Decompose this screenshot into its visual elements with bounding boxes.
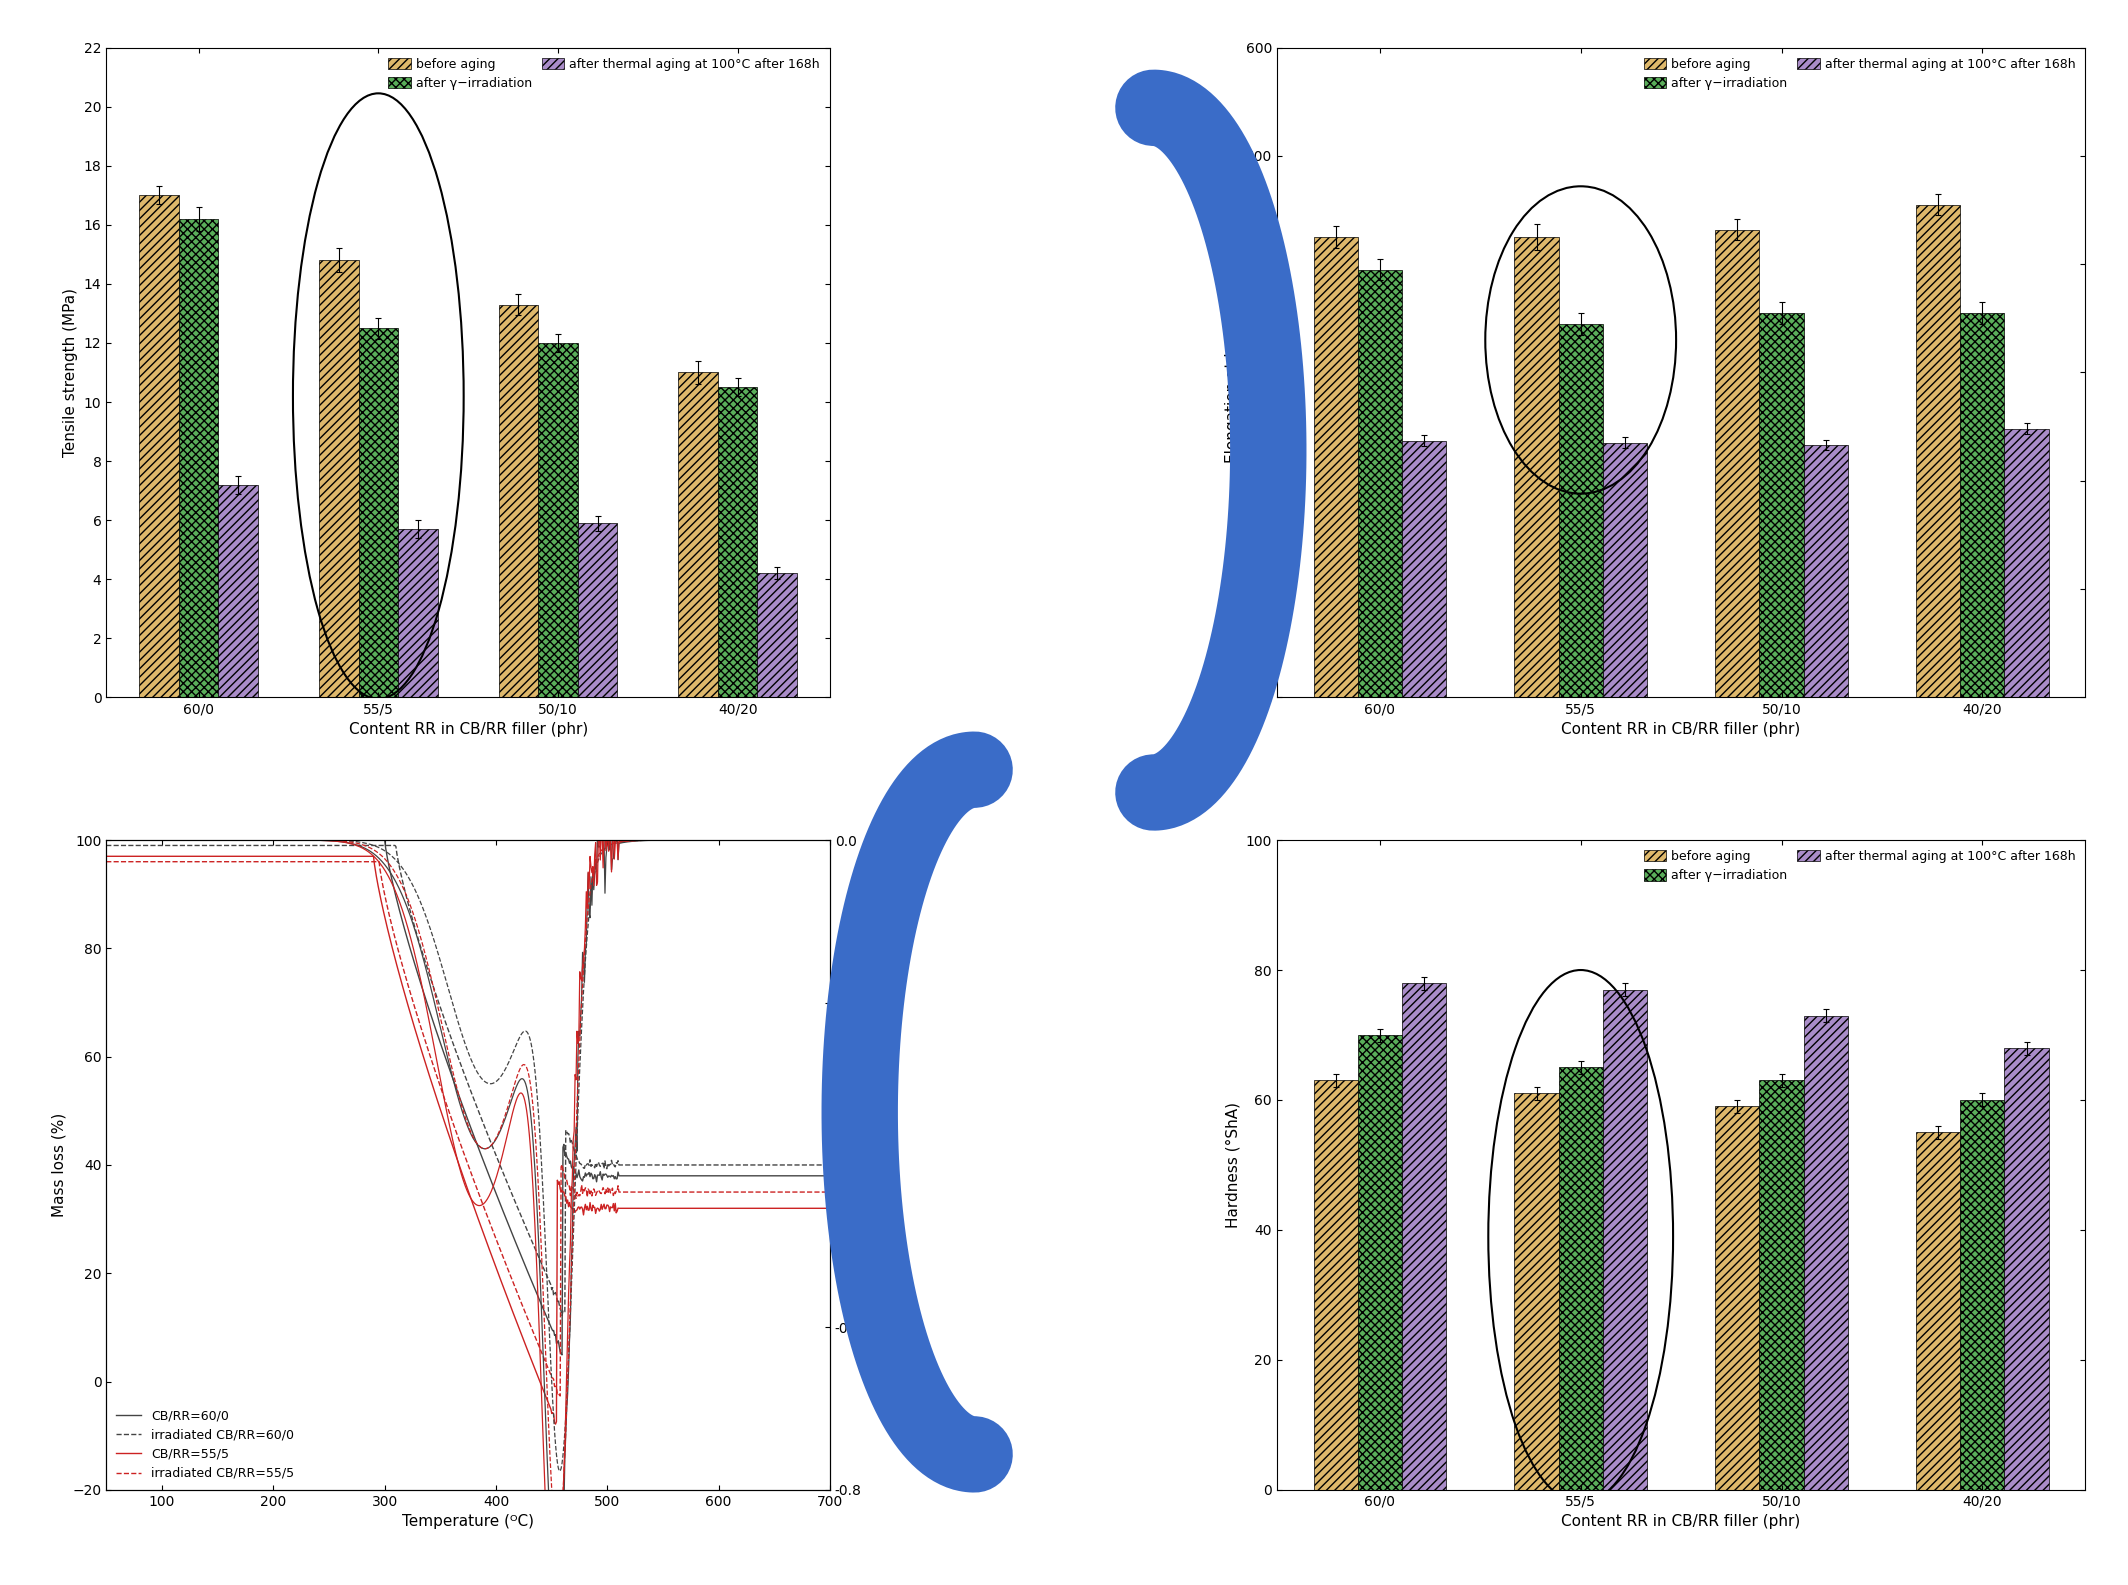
CB/RR=60/0 (504, 1236, 530, 1255)
irradiated CB/RR=55/5 (547, 1387, 572, 1406)
Bar (1960, 312, 2005, 697)
irradiated CB/RR=55/5 (504, 1284, 530, 1303)
CB/RR=60/0 (638, 1167, 664, 1186)
X-axis label: Content RR in CB/RR filler (phr): Content RR in CB/RR filler (phr) (349, 721, 587, 737)
irradiated CB/RR=60/0 (523, 1243, 549, 1262)
irradiated CB/RR=60/0 (549, 1306, 575, 1325)
CB/RR=60/0 (715, 1167, 741, 1186)
Bar (179, 219, 219, 697)
CB/RR=55/5 (817, 1198, 843, 1217)
Bar (1915, 1132, 1960, 1490)
CB/RR=60/0 (817, 1167, 843, 1186)
irradiated CB/RR=60/0 (817, 1155, 843, 1174)
CB/RR=55/5 (547, 1179, 572, 1198)
CB/RR=60/0 (547, 1338, 572, 1357)
Bar (1358, 1035, 1402, 1490)
CB/RR=60/0 (72, 831, 98, 850)
Legend: before aging, after γ−irradiation, after thermal aging at 100°C after 168h: before aging, after γ−irradiation, after… (1641, 54, 2079, 94)
Bar (358, 328, 398, 697)
Bar (1602, 989, 1647, 1490)
Bar (1805, 445, 1847, 697)
Line: CB/RR=60/0: CB/RR=60/0 (85, 840, 830, 1355)
Bar (319, 260, 358, 697)
Line: irradiated CB/RR=55/5: irradiated CB/RR=55/5 (85, 862, 830, 1396)
irradiated CB/RR=55/5 (547, 1385, 572, 1404)
Bar (2005, 430, 2049, 697)
irradiated CB/RR=55/5 (72, 853, 98, 872)
irradiated CB/RR=60/0 (547, 1295, 572, 1314)
Bar (1558, 323, 1602, 697)
irradiated CB/RR=60/0 (117, 835, 143, 854)
Legend: before aging, after γ−irradiation, after thermal aging at 100°C after 168h: before aging, after γ−irradiation, after… (1641, 846, 2079, 886)
Bar (579, 523, 617, 697)
Bar (1515, 1094, 1558, 1490)
Bar (1313, 1081, 1358, 1490)
Bar (1915, 204, 1960, 697)
irradiated CB/RR=55/5 (715, 1182, 741, 1201)
Bar (1602, 442, 1647, 697)
Y-axis label: Hardness (°ShA): Hardness (°ShA) (1226, 1102, 1241, 1228)
irradiated CB/RR=60/0 (504, 1197, 530, 1216)
Bar (138, 195, 179, 697)
Bar (1805, 1016, 1847, 1490)
Bar (717, 387, 758, 697)
irradiated CB/RR=55/5 (117, 853, 143, 872)
Bar (1313, 238, 1358, 697)
Bar (538, 342, 579, 697)
Bar (1760, 1081, 1805, 1490)
CB/RR=55/5 (543, 1415, 568, 1434)
Y-axis label: Elongation at break (%): Elongation at break (%) (1226, 282, 1241, 463)
CB/RR=60/0 (523, 1284, 549, 1303)
CB/RR=55/5 (504, 1314, 530, 1333)
Bar (1402, 441, 1447, 697)
CB/RR=60/0 (549, 1346, 575, 1365)
Y-axis label: Tensile strength (MPa): Tensile strength (MPa) (64, 288, 79, 456)
Bar (1960, 1100, 2005, 1490)
Legend: before aging, after γ−irradiation, after thermal aging at 100°C after 168h: before aging, after γ−irradiation, after… (385, 54, 824, 94)
irradiated CB/RR=60/0 (72, 835, 98, 854)
CB/RR=55/5 (638, 1198, 664, 1217)
Bar (219, 485, 257, 697)
Bar (498, 304, 538, 697)
X-axis label: Content RR in CB/RR filler (phr): Content RR in CB/RR filler (phr) (1562, 721, 1800, 737)
Bar (679, 372, 717, 697)
CB/RR=55/5 (117, 846, 143, 865)
Line: irradiated CB/RR=60/0: irradiated CB/RR=60/0 (85, 845, 830, 1316)
Bar (758, 574, 798, 697)
Bar (1515, 238, 1558, 697)
irradiated CB/RR=55/5 (638, 1182, 664, 1201)
CB/RR=55/5 (523, 1365, 549, 1384)
Legend: CB/RR=60/0, irradiated CB/RR=60/0, CB/RR=55/5, irradiated CB/RR=55/5: CB/RR=60/0, irradiated CB/RR=60/0, CB/RR… (113, 1406, 298, 1484)
CB/RR=60/0 (117, 831, 143, 850)
Y-axis label: Mass loss (%): Mass loss (%) (51, 1113, 66, 1217)
Bar (1760, 312, 1805, 697)
irradiated CB/RR=60/0 (715, 1155, 741, 1174)
Bar (2005, 1048, 2049, 1490)
irradiated CB/RR=60/0 (638, 1155, 664, 1174)
Bar (1558, 1068, 1602, 1490)
Line: CB/RR=55/5: CB/RR=55/5 (85, 856, 830, 1425)
CB/RR=55/5 (72, 846, 98, 865)
X-axis label: Content RR in CB/RR filler (phr): Content RR in CB/RR filler (phr) (1562, 1514, 1800, 1530)
Bar (1358, 269, 1402, 697)
Bar (1715, 230, 1760, 697)
Bar (1715, 1106, 1760, 1490)
X-axis label: Temperature (ᴼC): Temperature (ᴼC) (402, 1514, 534, 1530)
Y-axis label: Mass loss rate (%/ᴼC): Mass loss rate (%/ᴼC) (868, 1083, 883, 1247)
Bar (398, 529, 438, 697)
irradiated CB/RR=55/5 (523, 1331, 549, 1350)
Bar (1402, 983, 1447, 1490)
irradiated CB/RR=55/5 (817, 1182, 843, 1201)
CB/RR=55/5 (715, 1198, 741, 1217)
